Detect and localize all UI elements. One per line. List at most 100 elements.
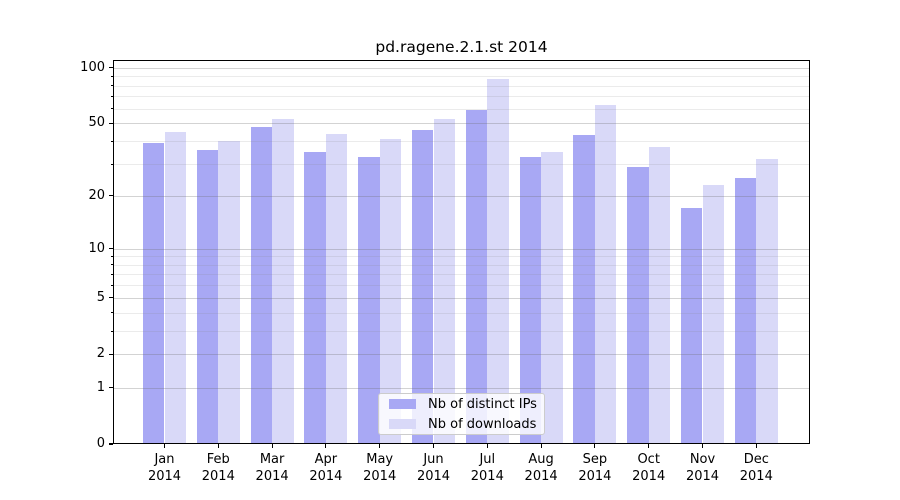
y-tick-label-2: 2 <box>96 346 105 362</box>
bar-mar-ips <box>250 126 273 444</box>
bar-dec-ips <box>734 178 757 444</box>
legend-item-downloads: Nb of downloads <box>387 417 536 432</box>
x-tick-label-feb: Feb 2014 <box>201 452 235 484</box>
chart-title: pd.ragene.2.1.st 2014 <box>375 38 548 56</box>
y-tick-20 <box>109 195 113 197</box>
y-tick-label-5: 5 <box>96 289 105 305</box>
y-tick-2 <box>109 353 113 355</box>
bar-aug-downloads <box>541 151 563 444</box>
y-minortick-70 <box>110 95 113 98</box>
bar-jan-ips <box>142 143 165 444</box>
gridline-minor-7 <box>113 274 810 276</box>
gridline-minor-9 <box>113 256 810 258</box>
y-tick-10 <box>109 247 113 250</box>
x-tick-may <box>379 444 381 448</box>
y-minortick-7 <box>110 273 113 276</box>
y-tick-label-100: 100 <box>80 59 105 75</box>
gridline-minor-3 <box>113 331 810 332</box>
x-tick-label-sep: Sep 2014 <box>578 452 612 484</box>
y-minortick-4 <box>110 312 113 314</box>
x-tick-oct <box>648 444 650 448</box>
x-tick-apr <box>325 444 327 448</box>
x-tick-aug <box>540 444 542 448</box>
y-minortick-8 <box>110 264 113 266</box>
gridline-major-2 <box>113 354 810 356</box>
gridline-major-1 <box>113 387 810 389</box>
legend-swatch-ips <box>389 399 416 409</box>
x-tick-label-aug: Aug 2014 <box>524 452 558 484</box>
y-tick-50 <box>109 122 113 124</box>
gridline-major-100 <box>113 67 810 69</box>
bar-may-downloads <box>379 139 402 444</box>
x-tick-jan <box>163 444 166 448</box>
y-minortick-80 <box>110 85 113 87</box>
legend-label-downloads: Nb of downloads <box>428 416 537 432</box>
gridline-minor-6 <box>113 285 810 287</box>
bar-apr-ips <box>304 151 326 444</box>
x-tick-label-oct: Oct 2014 <box>632 452 666 484</box>
x-tick-label-mar: Mar 2014 <box>255 452 289 484</box>
y-minortick-3 <box>110 330 113 332</box>
x-tick-sep <box>594 444 596 448</box>
bar-apr-downloads <box>325 133 348 444</box>
x-tick-label-nov: Nov 2014 <box>685 452 720 484</box>
bar-oct-downloads <box>648 147 671 444</box>
gridline-minor-80 <box>113 85 810 87</box>
gridline-minor-40 <box>113 141 810 143</box>
gridline-minor-60 <box>113 108 810 110</box>
gridline-minor-8 <box>113 264 810 266</box>
bar-feb-ips <box>196 149 219 444</box>
y-minortick-30 <box>110 163 113 165</box>
y-tick-label-1: 1 <box>96 379 105 395</box>
gridline-major-50 <box>113 123 810 125</box>
x-tick-label-jul: Jul 2014 <box>470 452 504 484</box>
legend-item-ips: Nb of distinct IPs <box>387 396 537 412</box>
y-tick-label-10: 10 <box>88 240 105 256</box>
legend-label-ips: Nb of distinct IPs <box>428 396 537 412</box>
y-tick-0 <box>109 443 113 445</box>
gridline-minor-90 <box>113 76 810 78</box>
bar-dec-downloads <box>756 158 778 444</box>
gridline-major-5 <box>113 297 810 299</box>
x-tick-nov <box>701 444 704 448</box>
legend-swatch-downloads <box>389 419 416 429</box>
plot-area: Nb of distinct IPs Nb of downloads <box>113 60 810 444</box>
y-tick-1 <box>109 386 113 389</box>
gridline-minor-4 <box>113 312 810 314</box>
x-tick-label-jan: Jan 2014 <box>147 452 182 484</box>
bar-nov-ips <box>680 208 703 444</box>
gridline-minor-30 <box>113 164 810 165</box>
y-minortick-90 <box>110 75 113 77</box>
bar-jan-downloads <box>164 131 187 444</box>
y-tick-100 <box>109 67 113 69</box>
bar-jul-ips <box>465 110 488 444</box>
y-minortick-6 <box>110 284 113 286</box>
bar-aug-ips <box>519 156 542 444</box>
bar-jun-ips <box>411 130 434 444</box>
legend: Nb of distinct IPs Nb of downloads <box>378 393 545 435</box>
bar-mar-downloads <box>272 118 294 444</box>
x-tick-jun <box>432 444 435 448</box>
x-tick-label-apr: Apr 2014 <box>309 452 343 484</box>
x-tick-feb <box>217 444 219 448</box>
bar-may-ips <box>358 156 380 444</box>
bar-sep-ips <box>573 135 595 444</box>
gridline-major-10 <box>113 248 810 250</box>
gridline-minor-70 <box>113 96 810 98</box>
x-tick-label-dec: Dec 2014 <box>739 452 773 484</box>
y-minortick-40 <box>110 140 113 142</box>
x-tick-label-jun: Jun 2014 <box>416 452 451 484</box>
x-tick-label-may: May 2014 <box>363 452 397 484</box>
x-tick-mar <box>271 444 273 448</box>
y-tick-label-0: 0 <box>96 436 105 451</box>
bar-feb-downloads <box>218 141 240 444</box>
y-tick-label-50: 50 <box>88 115 105 131</box>
bar-sep-downloads <box>594 104 617 444</box>
y-tick-label-20: 20 <box>88 187 105 203</box>
y-minortick-60 <box>110 108 113 110</box>
bar-nov-downloads <box>702 184 725 444</box>
x-tick-jul <box>486 444 488 448</box>
bar-jul-downloads <box>487 78 509 444</box>
bar-jun-downloads <box>433 118 456 444</box>
